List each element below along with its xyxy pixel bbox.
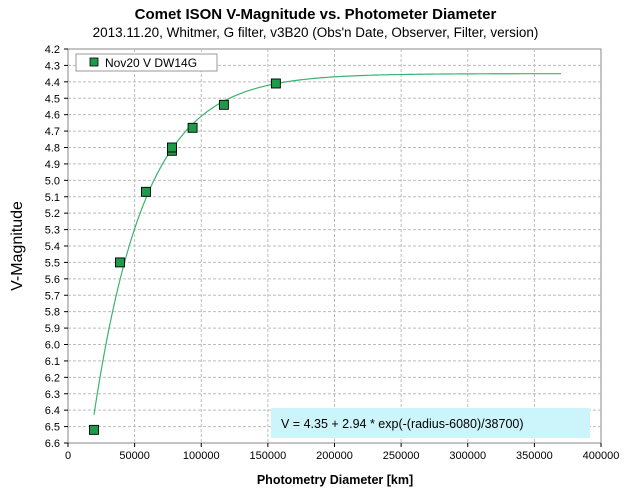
legend-marker	[89, 57, 99, 67]
data-point	[270, 78, 281, 89]
chart-title: Comet ISON V-Magnitude vs. Photometer Di…	[134, 6, 497, 23]
y-tick-label: 4.4	[45, 77, 60, 89]
legend-label: Nov20 V DW14G	[105, 56, 197, 70]
y-tick-label: 6.2	[45, 372, 60, 384]
y-tick-label: 5.7	[45, 290, 60, 302]
y-tick-label: 5.5	[45, 257, 60, 269]
y-tick-label: 6.1	[45, 356, 60, 368]
y-tick-label: 5.3	[45, 225, 60, 237]
y-tick-label: 6.6	[45, 438, 60, 450]
x-tick-label: 200000	[316, 450, 353, 462]
data-point	[187, 122, 198, 133]
y-tick-label: 5.2	[45, 208, 60, 220]
y-tick-label: 6.0	[45, 340, 60, 352]
y-tick-label: 5.8	[45, 307, 60, 319]
data-points	[89, 78, 281, 435]
data-point	[166, 142, 177, 153]
x-tick-label: 150000	[250, 450, 287, 462]
fit-equation-text: V = 4.35 + 2.94 * exp(-(radius-6080)/387…	[281, 417, 524, 431]
x-tick-label: 250000	[383, 450, 420, 462]
y-tick-label: 4.5	[45, 93, 60, 105]
axes: 0 50000 100000 150000 200000 250000 300000 3500…	[45, 44, 620, 462]
x-tick-label: 350000	[516, 450, 553, 462]
y-tick-label: 6.3	[45, 389, 60, 401]
x-tick-label: 50000	[119, 450, 150, 462]
grid-lines	[68, 49, 601, 443]
chart-subtitle: 2013.11.20, Whitmer, G filter, v3B20 (Ob…	[92, 25, 539, 40]
y-tick-label: 5.6	[45, 274, 60, 286]
y-axis-label: V-Magnitude	[9, 201, 26, 291]
y-tick-label: 5.1	[45, 192, 60, 204]
y-tick-label: 4.6	[45, 110, 60, 122]
y-tick-label: 6.5	[45, 422, 60, 434]
y-tick-label: 6.4	[45, 405, 60, 417]
legend: Nov20 V DW14G	[75, 53, 218, 72]
x-tick-label: 400000	[583, 450, 620, 462]
legend-box	[75, 53, 218, 72]
y-tick-label: 5.4	[45, 241, 60, 253]
y-tick-label: 4.9	[45, 159, 60, 171]
data-point	[218, 99, 229, 110]
fit-equation: V = 4.35 + 2.94 * exp(-(radius-6080)/387…	[271, 408, 590, 438]
x-axis-label: Photometry Diameter [km]	[257, 473, 413, 487]
fit-equation-box	[271, 408, 590, 438]
y-tick-label: 5.9	[45, 323, 60, 335]
data-point	[141, 186, 151, 197]
x-tick-label: 100000	[183, 450, 220, 462]
data-point	[89, 424, 99, 435]
y-tick-label: 4.3	[45, 60, 60, 72]
y-tick-label: 4.7	[45, 126, 60, 138]
x-tick-label: 300000	[449, 450, 486, 462]
y-tick-label: 5.0	[45, 175, 60, 187]
y-tick-label: 4.8	[45, 143, 60, 155]
x-tick-label: 0	[65, 450, 71, 462]
y-tick-label: 4.2	[45, 44, 60, 56]
data-point	[115, 257, 125, 268]
